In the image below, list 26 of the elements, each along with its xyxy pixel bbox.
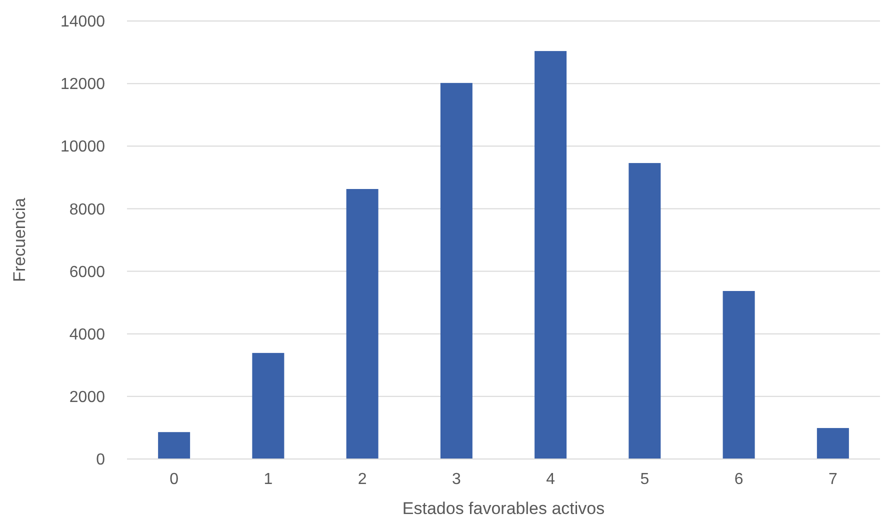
y-tick-label: 0 xyxy=(96,452,106,469)
x-axis-title: Estados favorables activos xyxy=(402,499,605,518)
y-tick-label: 8000 xyxy=(69,201,106,218)
y-tick-label: 12000 xyxy=(60,76,106,94)
x-tick-label: 5 xyxy=(640,471,650,488)
bar xyxy=(158,432,190,459)
bar xyxy=(534,51,567,459)
x-tick-label: 6 xyxy=(734,471,744,488)
y-tick-label: 10000 xyxy=(60,138,106,156)
y-tick-label: 14000 xyxy=(60,14,106,31)
x-tick-label: 3 xyxy=(452,471,461,488)
bar xyxy=(628,163,661,459)
x-tick-label: 7 xyxy=(828,471,838,488)
bar xyxy=(722,290,755,459)
bar xyxy=(816,428,849,459)
x-tick-label: 0 xyxy=(170,471,179,488)
x-tick-label: 1 xyxy=(264,471,273,488)
bar xyxy=(252,352,284,459)
y-tick-label: 4000 xyxy=(69,326,106,344)
x-tick-label: 4 xyxy=(546,471,556,488)
x-tick-label: 2 xyxy=(358,471,367,488)
y-axis-title: Frecuencia xyxy=(10,197,29,282)
y-tick-label: 6000 xyxy=(69,264,106,281)
bar xyxy=(346,189,378,459)
y-tick-label: 2000 xyxy=(69,389,106,406)
bar xyxy=(440,82,472,459)
